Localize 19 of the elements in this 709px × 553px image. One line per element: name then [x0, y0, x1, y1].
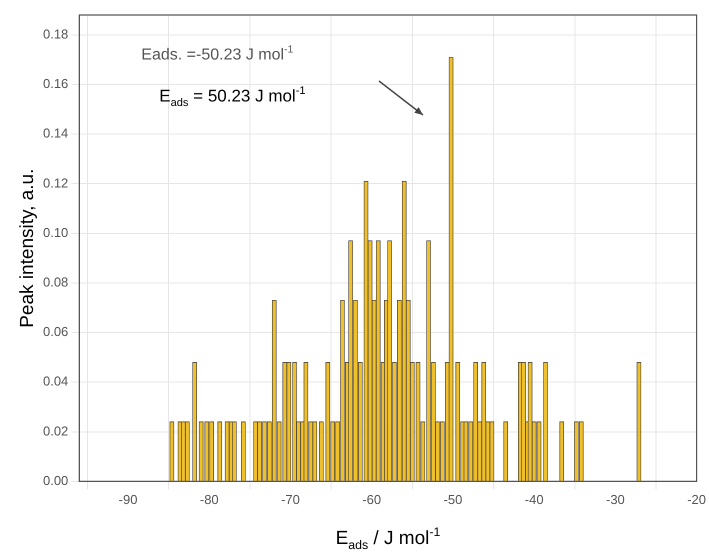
y-tick-label: 0.16 — [42, 76, 68, 92]
x-tick-label: -90 — [118, 492, 138, 507]
x-tick-label: -80 — [200, 492, 219, 507]
x-tick-label: -70 — [281, 492, 300, 507]
x-tick-label: -40 — [524, 492, 544, 507]
y-tick-label: 0.04 — [42, 374, 68, 389]
x-tick-label: -50 — [444, 492, 462, 507]
y-tick-label: 0.08 — [42, 274, 68, 290]
x-tick-label: -60 — [362, 492, 382, 507]
y-tick-label: 0.14 — [42, 126, 68, 141]
y-tick-label: 0.06 — [42, 324, 68, 340]
y-tick-label: 0.12 — [42, 175, 68, 190]
y-tick-label: 0.00 — [42, 472, 68, 488]
y-tick-label: 0.18 — [42, 26, 68, 42]
x-tick-label: -30 — [606, 492, 625, 507]
y-tick-label: 0.10 — [42, 224, 68, 240]
y-tick-label: 0.02 — [42, 423, 68, 438]
y-axis-title: Peak intensity, a.u. — [17, 168, 38, 328]
x-tick-label: -20 — [687, 492, 706, 507]
